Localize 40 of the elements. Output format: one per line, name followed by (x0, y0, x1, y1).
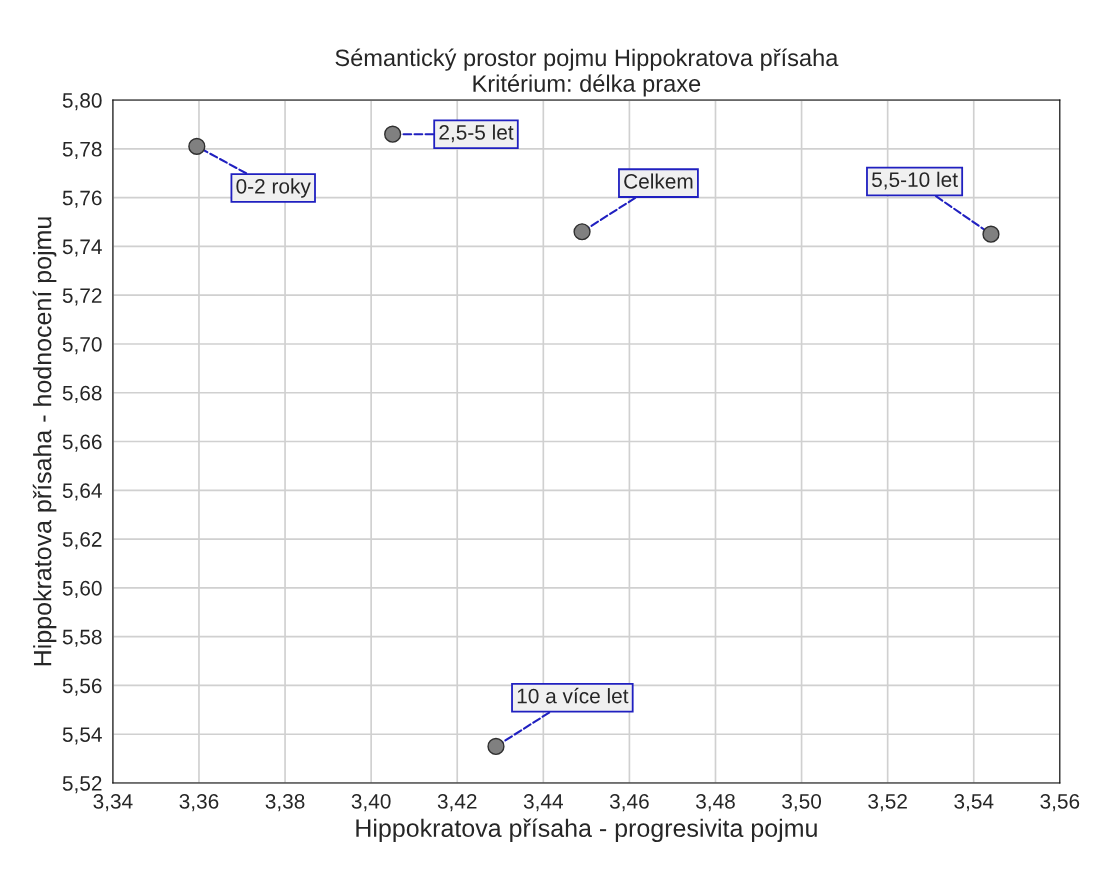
y-tick-label: 5,58 (62, 629, 102, 647)
y-tick-label: 5,60 (62, 580, 102, 599)
point (982, 225, 1000, 243)
x-tick-label: 3,38 (265, 793, 305, 812)
y-tick-label: 5,62 (62, 532, 102, 550)
x-tick-label: 3,36 (179, 793, 219, 812)
annotation: 5,5-10 let (871, 171, 958, 190)
point (384, 125, 402, 143)
y-tick-label: 5,78 (62, 141, 102, 160)
annotation: Celkem (624, 173, 693, 189)
x-tick-label: 3,46 (609, 793, 649, 812)
chart-title: Sémantický prostor pojmu Hippokratova přísaha Kritérium: délka praxe (335, 48, 839, 97)
point (188, 137, 206, 156)
y-tick-label: 5,72 (62, 288, 102, 306)
y-tick-label: 5,56 (62, 678, 102, 696)
annotation: 2,5-5 let (439, 124, 514, 143)
y-tick-label: 5,74 (62, 239, 102, 257)
x-axis-title: Hippokratova přísaha - progresivita pojmu (356, 818, 817, 842)
x-tick-label: 3,50 (782, 793, 822, 812)
x-tick-label: 3,42 (437, 793, 477, 812)
y-tick-label: 5,80 (62, 93, 102, 111)
annotation: 0-2 roky (236, 178, 311, 198)
y-tick-label: 5,54 (62, 727, 102, 745)
x-tick-label: 3,54 (954, 793, 994, 812)
y-tick-label: 5,52 (62, 776, 102, 794)
x-tick-label: 3,44 (523, 793, 563, 812)
point (573, 223, 591, 241)
y-axis-title: Hippokratova přísaha - hodnocení pojmu (32, 217, 57, 666)
annotation: 10 a více let (517, 687, 629, 704)
x-tick-label: 3,34 (93, 793, 133, 812)
y-tick-label: 5,76 (62, 190, 102, 208)
x-tick-label: 3,52 (868, 793, 907, 812)
point (487, 737, 505, 756)
y-tick-label: 5,66 (62, 434, 102, 452)
y-tick-label: 5,70 (62, 336, 102, 355)
x-tick-label: 3,56 (1040, 793, 1080, 812)
x-tick-label: 3,48 (696, 793, 735, 812)
x-tick-label: 3,40 (351, 793, 391, 812)
y-tick-label: 5,64 (62, 483, 102, 501)
y-tick-label: 5,68 (62, 385, 102, 403)
